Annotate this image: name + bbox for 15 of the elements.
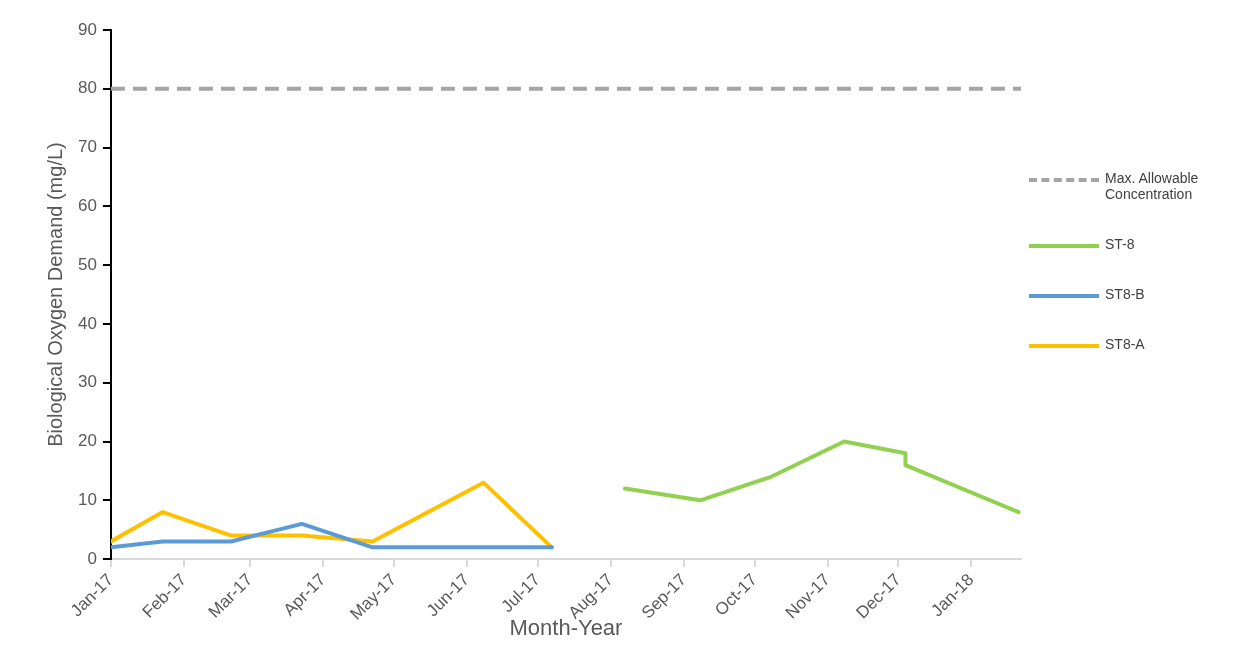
y-tick-label: 90 (77, 19, 97, 39)
y-tick-label: 0 (87, 548, 97, 568)
y-tick-label: 10 (77, 489, 97, 509)
y-tick-label: 70 (77, 137, 97, 157)
legend-label: ST-8 (1105, 236, 1136, 252)
y-tick-label: 60 (77, 196, 97, 216)
y-tick-label: 50 (77, 254, 97, 274)
y-tick-label: 30 (77, 372, 97, 392)
y-tick-label: 80 (77, 78, 97, 98)
legend-label: ST8-A (1105, 336, 1146, 352)
y-tick-label: 40 (77, 313, 97, 333)
y-tick-label: 20 (77, 431, 97, 451)
legend-label: ST8-B (1105, 286, 1146, 302)
y-axis-title: Biological Oxygen Demand (mg/L) (43, 142, 66, 447)
legend-label: Max. Allowable Concentration (1105, 170, 1200, 202)
